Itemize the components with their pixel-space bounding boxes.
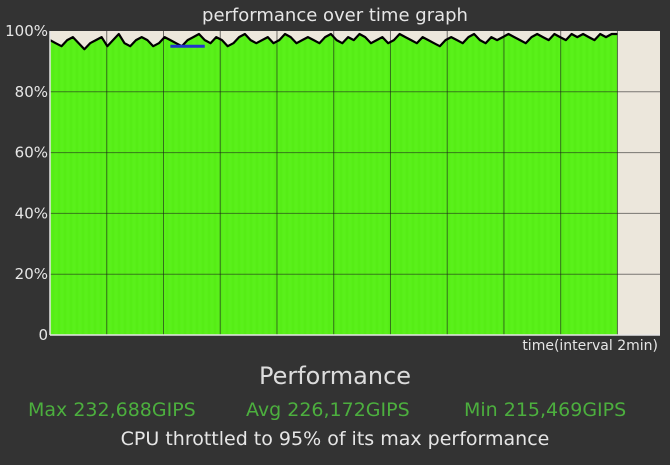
throttle-status: CPU throttled to 95% of its max performa… [120,428,550,450]
y-tick-label: 100% [5,22,48,40]
y-tick-label: 40% [15,204,48,222]
min-performance: Min 215,469GIPS [464,399,627,421]
avg-performance: Avg 226,172GIPS [246,399,410,421]
performance-heading: Performance [258,362,412,390]
max-performance: Max 232,688GIPS [28,399,196,421]
performance-fill [50,34,618,335]
x-axis-label: time(interval 2min) [522,338,658,354]
graph-title: performance over time graph [202,5,468,26]
y-tick-labels: 0 20% 40% 60% 80% 100% [5,22,48,344]
grid-lines [50,31,660,335]
performance-line-group [49,32,618,51]
performance-line [49,32,618,51]
y-tick-label: 0 [38,326,48,344]
y-tick-label: 80% [15,83,48,101]
axes [49,31,660,336]
y-tick-label: 60% [15,144,48,162]
y-tick-label: 20% [15,265,48,283]
